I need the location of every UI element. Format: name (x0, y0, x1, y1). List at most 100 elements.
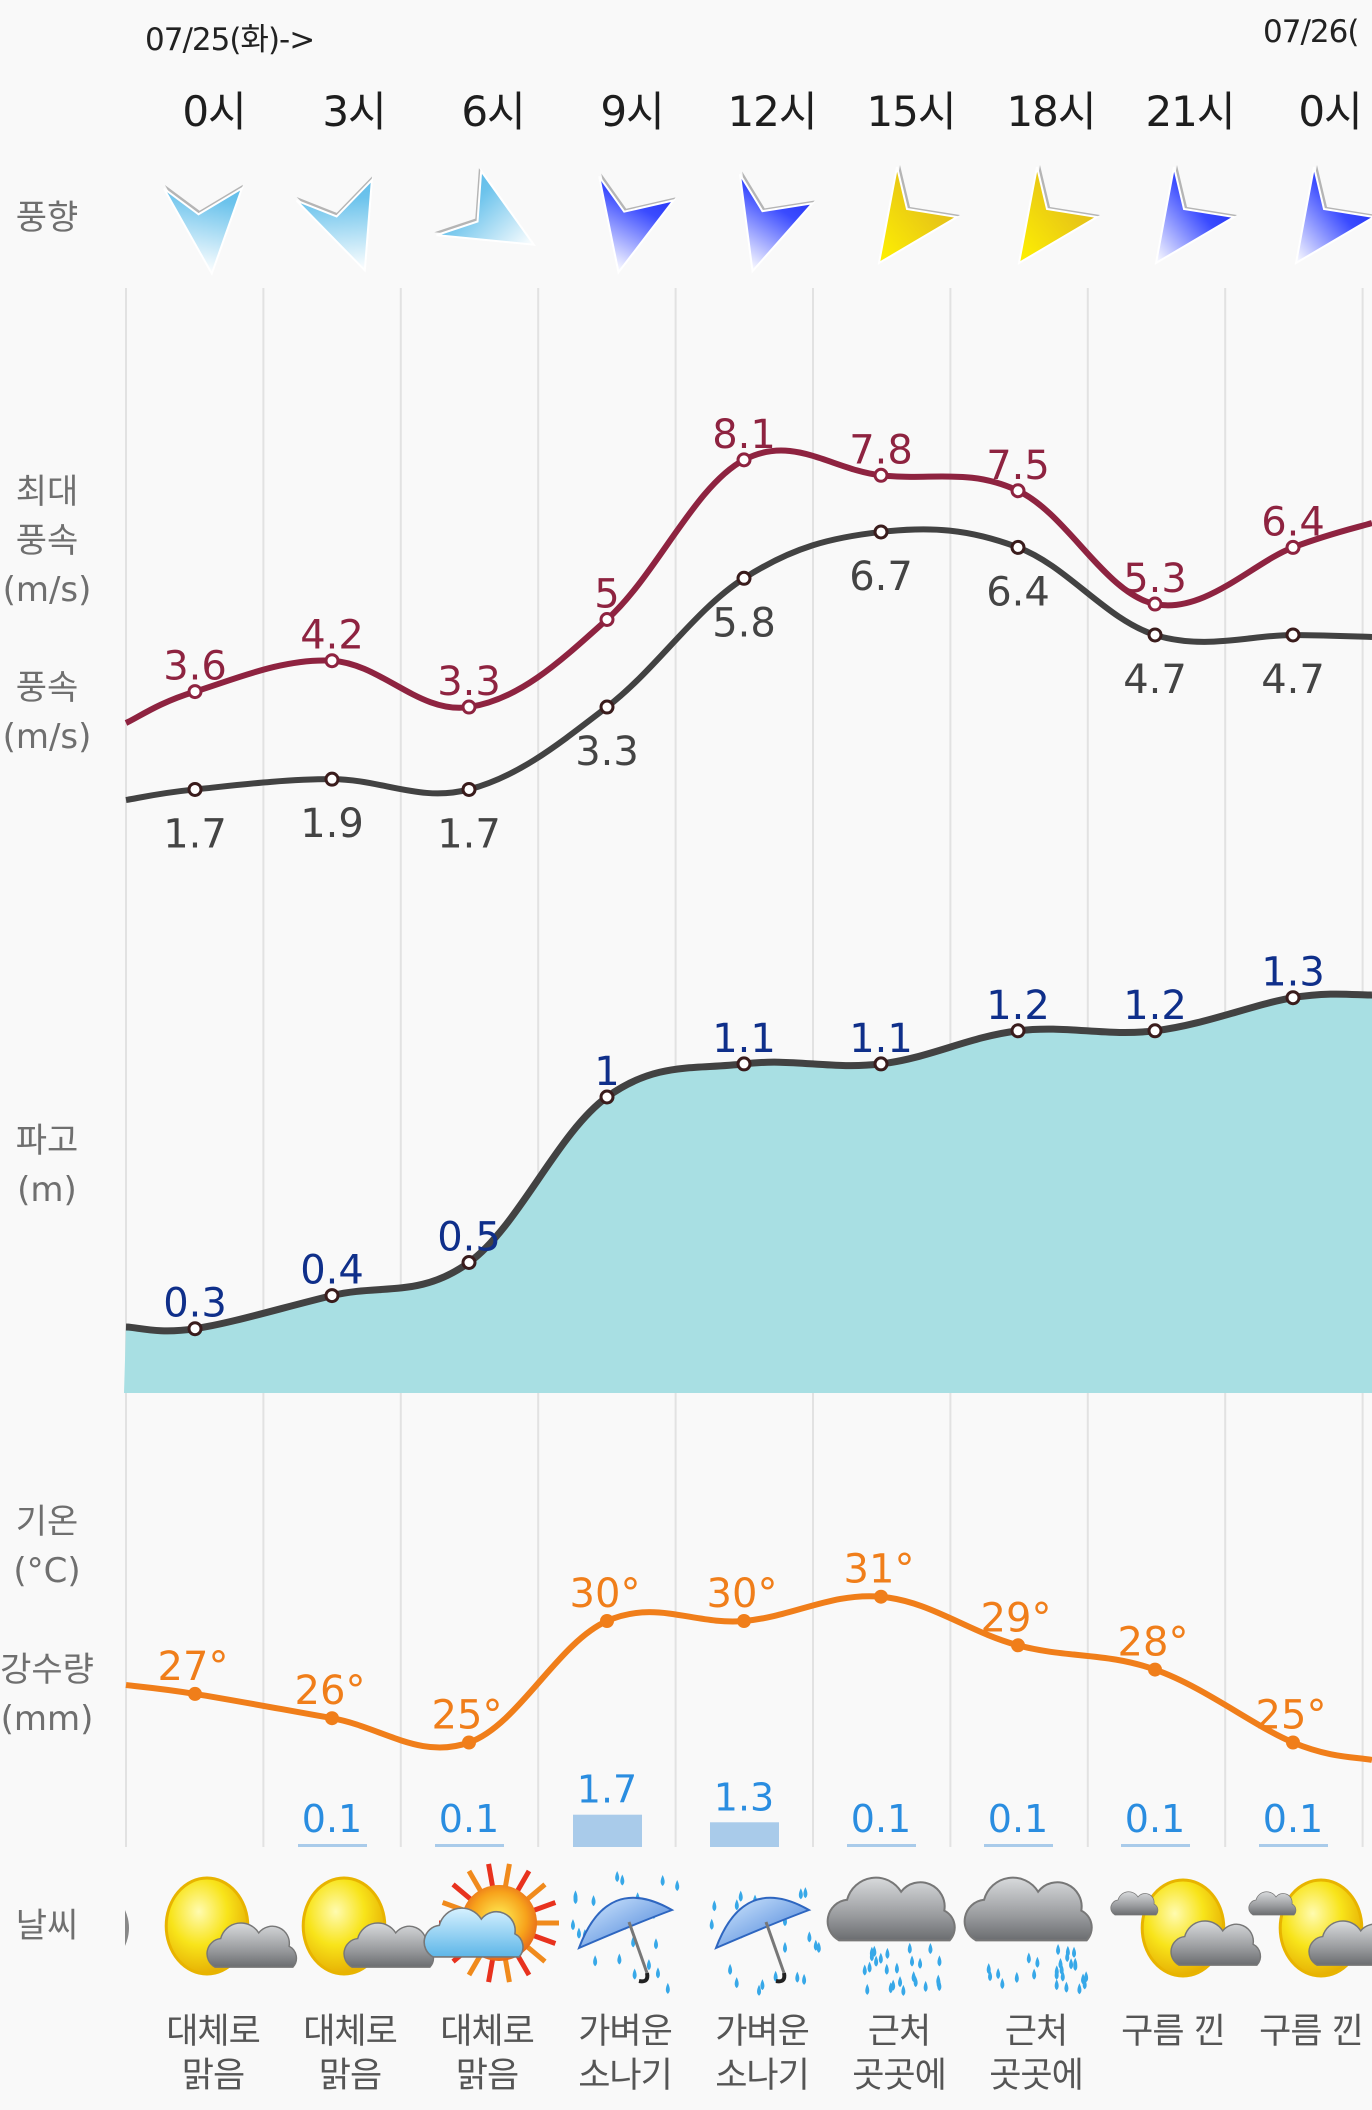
mostly-clear-icon (164, 1876, 298, 1976)
weather-label: 구름 낀 (1246, 2010, 1372, 2054)
date-start: 07/25(화)-> (145, 22, 315, 58)
raindrop (918, 1957, 923, 1969)
raindrop (869, 1946, 874, 1958)
arrow-body (1154, 166, 1237, 265)
arrow-body (1294, 166, 1372, 265)
raindrop (936, 1977, 941, 1989)
sun-ray (523, 1942, 547, 1964)
temperature-chart: 27° 26° 25° 30° 30° 31° 29° 28° 25° (125, 1547, 1372, 1763)
cloud-path (963, 1876, 1093, 1942)
raindrop (1054, 1965, 1059, 1977)
weather-label-line1: 대체로 (303, 2012, 398, 2052)
precipitation-label: 0.1 (988, 1797, 1048, 1841)
temperature-label: 27° (158, 1644, 229, 1690)
wind-speed-label: 3.3 (575, 729, 639, 775)
label-gust: 최대 풍속 (m/s) (0, 468, 102, 615)
raindrop (617, 1953, 622, 1965)
wind-direction-arrow-icon (295, 176, 374, 273)
sun-ray (466, 1869, 485, 1895)
weather-label-line2: 맑음 (181, 2056, 245, 2096)
raindrop (867, 1961, 872, 1973)
label-wind-speed: 풍속 (m/s) (0, 664, 102, 762)
temperature-label: 30° (707, 1571, 778, 1617)
raindrop (665, 1982, 670, 1994)
umbrella-handle (638, 1972, 650, 1984)
gust-label: 7.8 (849, 427, 913, 473)
weather-label: 가벼운 소나기 (697, 2010, 827, 2098)
sun-ray (513, 1869, 532, 1895)
rain-cloud-icon (963, 1876, 1093, 1995)
arrow-body (1017, 166, 1100, 265)
wave-label: 1.1 (712, 1016, 776, 1062)
weather-label: 가벼운 소나기 (560, 2010, 690, 2098)
raindrop (1073, 1959, 1078, 1971)
temperature-point (737, 1614, 751, 1628)
gust-point (324, 653, 340, 669)
label-gust-line1: 최대 (15, 472, 79, 512)
cloud-path (826, 1876, 956, 1942)
wave-area (124, 994, 1372, 1393)
raindrop (802, 1973, 807, 1985)
gust-point (873, 467, 889, 483)
weather-label-line1: 대체로 (440, 2012, 535, 2052)
sun-ray (486, 1956, 496, 1983)
raindrop (660, 1875, 665, 1887)
raindrop (986, 1963, 991, 1975)
temperature-point (1286, 1735, 1300, 1750)
raindrop (923, 1980, 928, 1992)
wind-direction-arrow-icon (738, 171, 816, 274)
temperature-point (874, 1589, 888, 1604)
wave-point (736, 1056, 752, 1072)
raindrop (757, 1984, 762, 1996)
hour-label: 3시 (322, 87, 386, 136)
wind-direction-arrow-icon (877, 165, 960, 265)
wind-speed-point (599, 699, 615, 715)
raindrop (593, 1955, 598, 1967)
wind-direction-arrow-icon (1017, 165, 1100, 265)
cloud-path (1248, 1891, 1297, 1916)
umbrella-handle (775, 1972, 787, 1984)
raindrop (728, 1963, 733, 1975)
wind-speed-point (461, 781, 477, 797)
weather-label-line1: 근처 (867, 2012, 931, 2052)
precipitation-chart: 0.1 0.1 1.7 1.3 0.1 0.1 0.1 0.1 (298, 1768, 1328, 1847)
wind-speed-point (324, 771, 340, 787)
raindrop (1032, 1968, 1037, 1980)
precipitation-label: 0.1 (851, 1797, 911, 1841)
gust-label: 8.1 (712, 412, 776, 458)
wave-point (599, 1089, 615, 1105)
raindrop (865, 1983, 870, 1995)
raindrop (798, 1888, 803, 1900)
raindrop (901, 1984, 906, 1996)
raindrop (813, 1939, 818, 1951)
gust-label: 5.3 (1123, 556, 1187, 602)
weather-label-line1: 구름 낀 (1121, 2012, 1226, 2052)
temperature-label: 28° (1118, 1620, 1189, 1666)
raindrop (1026, 1952, 1031, 1964)
raindrop (1064, 1981, 1069, 1993)
wind-direction-arrow-icon (1294, 165, 1372, 265)
raindrop (655, 1967, 660, 1979)
hour-label: 0시 (1298, 87, 1362, 136)
wind-direction-row (163, 165, 1372, 277)
wave-label: 1.2 (1123, 983, 1187, 1029)
raindrop (803, 1887, 808, 1899)
sun-ray (523, 1882, 547, 1904)
weather-icons-row (125, 1863, 1372, 1996)
wave-label: 0.5 (437, 1215, 501, 1261)
temperature-label: 30° (570, 1571, 641, 1617)
raindrop (1077, 1983, 1082, 1995)
precipitation-label: 1.3 (714, 1775, 774, 1819)
cloudy-sun-icon (1110, 1878, 1262, 1978)
precipitation-bar (573, 1814, 642, 1847)
weather-label: 대체로 맑음 (285, 2010, 415, 2098)
wind-speed-label: 4.7 (1123, 657, 1187, 703)
label-rain-line1: 강수량 (0, 1650, 94, 1690)
weather-label: 근처 곳곳에 (834, 2010, 964, 2098)
weather-label-line1: 구름 낀 (1259, 2012, 1364, 2052)
raindrop (937, 1955, 942, 1967)
raindrop (898, 1976, 903, 1988)
sun-cloud-icon (423, 1863, 559, 1983)
raindrop (907, 1942, 912, 1954)
precipitation-label: 0.1 (1263, 1797, 1323, 1841)
